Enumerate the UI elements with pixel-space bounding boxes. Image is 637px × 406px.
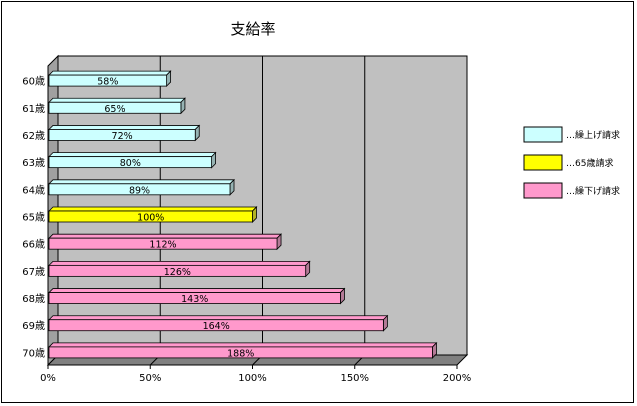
bar-end-shade (252, 207, 257, 222)
bar-top (48, 288, 346, 293)
bar-top (48, 260, 311, 266)
legend-swatch (523, 182, 563, 199)
bar-top (48, 233, 283, 239)
bar-top (48, 342, 438, 348)
legend-label: …繰上げ請求 (566, 129, 620, 141)
x-tick-label: 200% (443, 373, 472, 384)
legend: …繰上げ請求 …65歳請求 …繰下げ請求 (523, 126, 620, 199)
data-label: 112% (149, 240, 176, 251)
data-label: 143% (181, 294, 208, 305)
category-label: 69歳 (22, 320, 45, 332)
bar-top (48, 179, 235, 185)
bar-top (48, 315, 389, 321)
category-label: 68歳 (22, 293, 45, 305)
category-label: 70歳 (22, 347, 45, 359)
legend-swatch (523, 154, 563, 171)
bar-end-shade (211, 152, 216, 168)
data-label: 100% (137, 213, 164, 224)
bar (48, 319, 384, 332)
bar (48, 129, 196, 141)
category-label: 66歳 (22, 239, 45, 251)
bar-top (48, 70, 172, 76)
data-label: 126% (164, 267, 191, 278)
category-label: 63歳 (22, 157, 45, 169)
bar (48, 210, 253, 223)
legend-label: …繰下げ請求 (566, 185, 620, 197)
bar-end-shade (230, 179, 235, 195)
data-label: 58% (97, 77, 118, 88)
bar-end-shade (277, 234, 282, 250)
bar-end-shade (305, 261, 310, 277)
x-tick-label: 0% (40, 373, 56, 384)
bar-end-shade (340, 288, 345, 304)
legend-label: …65歳請求 (566, 157, 613, 169)
bar-top (48, 206, 258, 212)
bar-top (48, 97, 186, 103)
bar (48, 264, 307, 277)
x-tick-label: 50% (139, 373, 161, 384)
bar (48, 346, 433, 359)
x-tick-label: 150% (340, 373, 369, 384)
chart-title: 支給率 (230, 20, 275, 38)
data-label: 188% (227, 348, 254, 359)
plot-area: 0% 50% 100% 150% 200% 58% 60歳 65% 61歳 72% 62歳 80% 63… (22, 54, 472, 384)
bar (48, 292, 341, 304)
category-label: 67歳 (22, 266, 45, 278)
bar (48, 183, 231, 196)
bar-end-shade (195, 125, 200, 141)
data-label: 72% (112, 131, 133, 142)
category-label: 60歳 (22, 76, 45, 88)
data-label: 164% (203, 321, 230, 332)
bar (48, 156, 213, 169)
category-label: 65歳 (22, 212, 45, 224)
data-label: 65% (104, 104, 125, 115)
x-tick-label: 100% (238, 373, 267, 384)
bar-top (48, 152, 217, 158)
legend-swatch (523, 126, 563, 143)
category-label: 64歳 (22, 184, 45, 196)
bar-end-shade (432, 342, 437, 358)
data-label: 80% (120, 158, 141, 169)
bar-top (48, 125, 201, 130)
bar-end-shade (166, 71, 171, 87)
data-label: 89% (129, 185, 150, 196)
category-label: 62歳 (22, 130, 45, 142)
bar (48, 74, 168, 87)
bar (48, 101, 182, 114)
bar-end-shade (383, 315, 388, 331)
bar (48, 237, 278, 250)
bar-end-shade (180, 98, 185, 114)
category-label: 61歳 (22, 103, 45, 115)
